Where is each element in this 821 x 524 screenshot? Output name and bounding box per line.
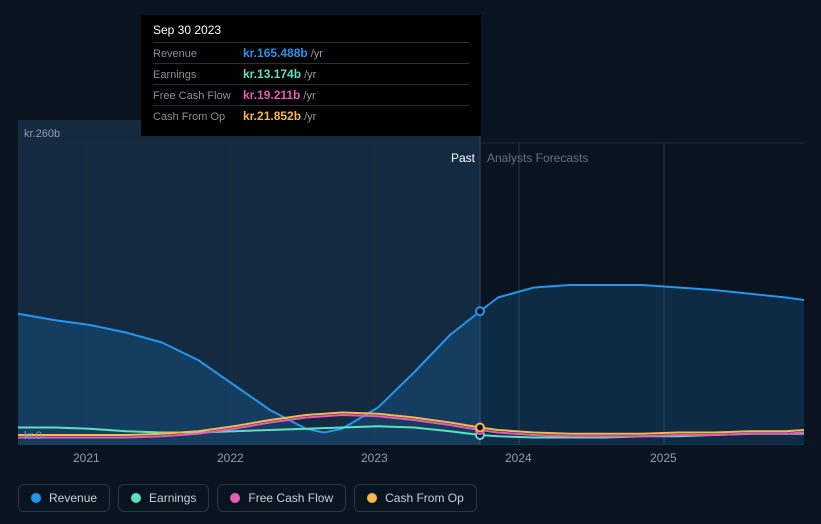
tooltip-metric-value: kr.165.488b (243, 46, 308, 60)
tooltip-suffix: /yr (304, 69, 316, 81)
tooltip-metric-value: kr.19.211b (243, 88, 300, 102)
tooltip-row: Earningskr.13.174b/yr (153, 63, 469, 84)
x-axis-label: 2022 (217, 451, 244, 465)
x-axis-label: 2023 (361, 451, 388, 465)
legend-item[interactable]: Free Cash Flow (217, 484, 346, 512)
tooltip-row: Revenuekr.165.488b/yr (153, 42, 469, 63)
financial-chart[interactable] (18, 120, 804, 445)
y-axis-min-label: kr.0 (24, 430, 42, 442)
tooltip-row: Cash From Opkr.21.852b/yr (153, 105, 469, 126)
legend-dot-icon (31, 493, 41, 503)
tooltip-metric-value: kr.13.174b (243, 67, 301, 81)
legend-label: Free Cash Flow (248, 491, 333, 505)
tooltip-date: Sep 30 2023 (153, 23, 469, 42)
x-axis-label: 2024 (505, 451, 532, 465)
x-axis-label: 2025 (650, 451, 677, 465)
tooltip-metric-label: Revenue (153, 48, 243, 60)
legend-item[interactable]: Cash From Op (354, 484, 477, 512)
tooltip-metric-label: Cash From Op (153, 111, 243, 123)
legend-dot-icon (131, 493, 141, 503)
legend-label: Earnings (149, 491, 196, 505)
legend-item[interactable]: Revenue (18, 484, 110, 512)
legend-label: Cash From Op (385, 491, 464, 505)
forecast-region-label: Analysts Forecasts (487, 151, 588, 165)
legend-dot-icon (230, 493, 240, 503)
chart-legend: Revenue Earnings Free Cash Flow Cash From O… (18, 484, 477, 512)
tooltip-suffix: /yr (311, 48, 323, 60)
tooltip-suffix: /yr (304, 111, 316, 123)
legend-dot-icon (367, 493, 377, 503)
past-region-label: Past (451, 151, 475, 165)
tooltip-row: Free Cash Flowkr.19.211b/yr (153, 84, 469, 105)
tooltip-metric-label: Earnings (153, 69, 243, 81)
legend-item[interactable]: Earnings (118, 484, 209, 512)
legend-label: Revenue (49, 491, 97, 505)
tooltip-metric-value: kr.21.852b (243, 109, 301, 123)
tooltip-suffix: /yr (303, 90, 315, 102)
x-axis-label: 2021 (73, 451, 100, 465)
y-axis-max-label: kr.260b (24, 128, 60, 140)
tooltip-metric-label: Free Cash Flow (153, 90, 243, 102)
chart-tooltip: Sep 30 2023 Revenuekr.165.488b/yrEarning… (141, 15, 481, 136)
